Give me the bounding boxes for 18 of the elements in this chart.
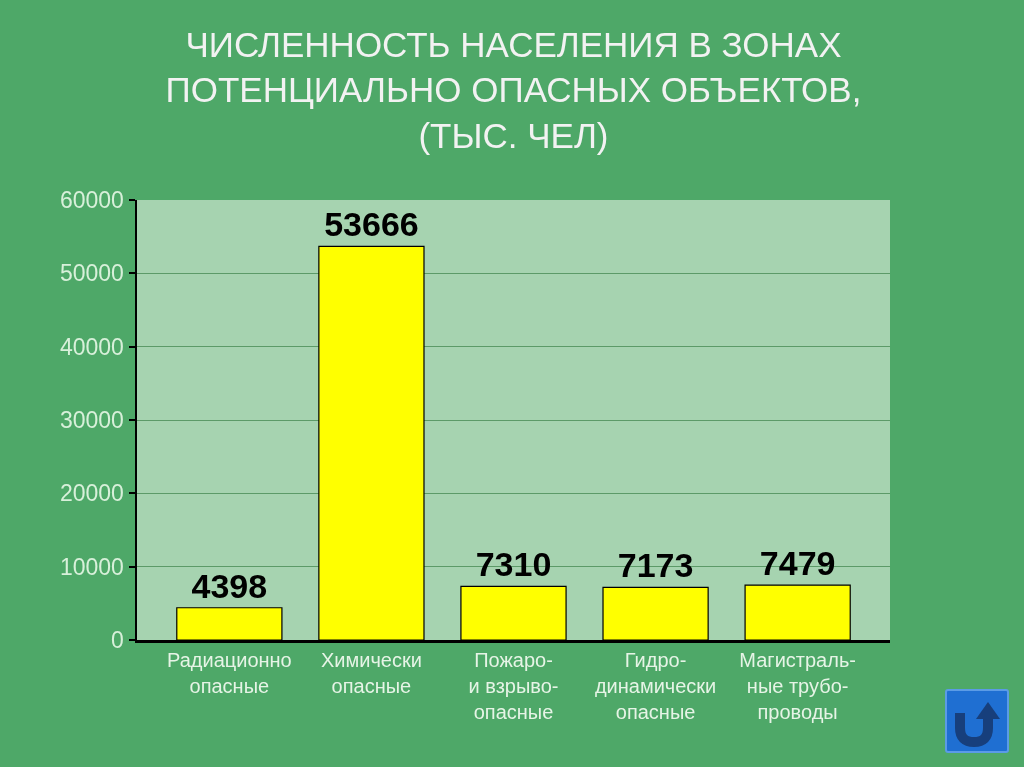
x-tick-label: Магистраль- ные трубо- проводы (739, 648, 856, 723)
y-tick-label: 20000 (59, 480, 124, 507)
chart-title: ЧИСЛЕННОСТЬ НАСЕЛЕНИЯ В ЗОНАХ ПОТЕНЦИАЛЬНО ОПАСНЫХ ОБЪЕКТОВ, (ТЫС. ЧЕЛ) (165, 24, 862, 155)
y-tick-label: 0 (111, 627, 124, 654)
y-tick-label: 50000 (59, 260, 124, 287)
y-tick-label: 40000 (59, 333, 124, 360)
data-label: 53666 (324, 205, 419, 244)
y-tick-label: 60000 (59, 187, 124, 214)
data-label: 7173 (617, 546, 694, 585)
data-label: 7479 (759, 544, 836, 583)
data-label: 4398 (191, 566, 268, 605)
x-tick-label: Гидро- динамически опасные (594, 648, 717, 723)
y-tick-label: 10000 (59, 553, 124, 580)
x-tick-label: Радиационно опасные (166, 648, 292, 697)
y-tick-label: 30000 (59, 407, 124, 434)
x-tick-label: Пожаро- и взрыво- опасные (468, 648, 559, 723)
data-label: 7310 (475, 545, 552, 584)
x-tick-label: Химически опасные (320, 648, 422, 697)
